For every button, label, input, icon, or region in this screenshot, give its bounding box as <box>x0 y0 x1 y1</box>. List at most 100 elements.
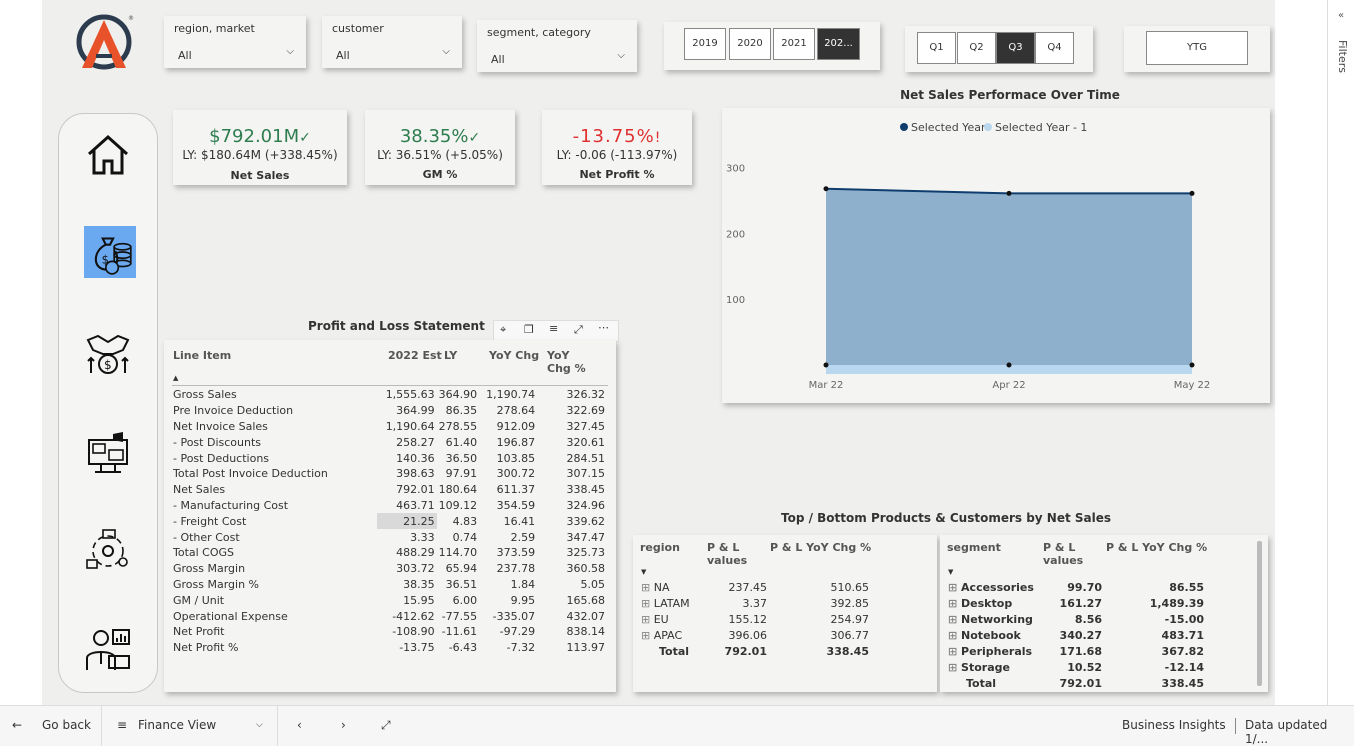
table-row[interactable]: Gross Sales 1,555.63 364.90 1,190.74 326.32 <box>171 387 607 403</box>
more-options-icon[interactable]: ⋯ <box>598 321 609 334</box>
expand-icon[interactable]: ⊞ <box>641 612 654 626</box>
page-selector[interactable]: Finance View <box>138 718 217 732</box>
expand-icon[interactable]: ⊞ <box>641 628 654 642</box>
next-page-icon[interactable]: › <box>341 718 346 732</box>
table-row[interactable]: - Post Discounts 258.27 61.40 196.87 320.61 <box>171 434 607 450</box>
year-button-2019[interactable]: 2019 <box>684 28 726 60</box>
quarter-button-q4[interactable]: Q4 <box>1035 32 1074 64</box>
slicer-customer[interactable]: customer All ⌵ <box>322 16 462 68</box>
kpi-card-net-profit-percent: -13.75%! LY: -0.06 (-113.97%) Net Profit… <box>542 110 692 185</box>
previous-page-icon[interactable]: ‹ <box>297 718 302 732</box>
expand-icon[interactable]: ⊞ <box>948 644 962 658</box>
filters-pane[interactable] <box>1327 0 1354 705</box>
value-cell: 36.51 <box>445 577 478 591</box>
column-header[interactable]: region <box>640 541 680 554</box>
table-row[interactable]: Net Sales 792.01 180.64 611.37 338.45 <box>171 482 607 498</box>
finance-nav-active[interactable]: $ <box>84 226 136 278</box>
column-header[interactable]: Line Item <box>173 349 232 362</box>
marketing-screen-icon[interactable] <box>83 428 133 478</box>
year-button-2022[interactable]: 202... <box>817 28 860 60</box>
ytg-button[interactable]: YTG <box>1146 31 1248 65</box>
home-icon[interactable] <box>83 130 133 180</box>
column-header[interactable]: LY <box>444 349 458 362</box>
filters-label[interactable]: Filters <box>1336 40 1349 73</box>
table-row[interactable]: Net Invoice Sales 1,190.64 278.55 912.09 327… <box>171 419 607 435</box>
sort-up-icon[interactable]: ▲ <box>173 374 179 382</box>
table-row[interactable]: Total Post Invoice Deduction 398.63 97.91 3… <box>171 466 607 482</box>
quarter-button-q1[interactable]: Q1 <box>917 32 956 64</box>
line-item-cell: Gross Margin <box>173 562 246 576</box>
column-header[interactable]: P & L YoY Chg % <box>770 541 872 554</box>
table-row[interactable]: ⊞ Accessories 99.70 86.55 <box>946 579 1206 595</box>
fit-to-page-icon[interactable]: ⤢ <box>381 718 391 732</box>
pin-icon[interactable]: ⌖ <box>500 323 507 336</box>
slicer-segment-category[interactable]: segment, category All ⌵ <box>477 20 637 72</box>
column-header[interactable]: YoY Chg % <box>547 349 586 375</box>
table-row[interactable]: Total COGS 488.29 114.70 373.59 325.73 <box>171 545 607 561</box>
value-cell: 398.63 <box>396 467 435 481</box>
column-header[interactable]: YoY Chg <box>489 349 540 362</box>
table-row[interactable]: ⊞ Storage 10.52 -12.14 <box>946 659 1206 675</box>
table-row[interactable]: - Freight Cost 21.25 4.83 16.41 339.62 <box>171 513 607 530</box>
executive-icon[interactable] <box>83 624 133 674</box>
table-row[interactable]: ⊞ APAC 396.06 306.77 <box>639 627 871 643</box>
expand-icon[interactable]: ⊞ <box>948 596 962 610</box>
sort-down-icon[interactable]: ▼ <box>641 568 647 576</box>
table-row[interactable]: GM / Unit 15.95 6.00 9.95 165.68 <box>171 592 607 608</box>
year-button-2020[interactable]: 2020 <box>729 28 771 60</box>
quarter-button-q2[interactable]: Q2 <box>957 32 996 64</box>
column-header[interactable]: P & L YoY Chg % <box>1106 541 1208 554</box>
table-row[interactable]: ⊞ NA 237.45 510.65 <box>639 579 871 595</box>
table-row[interactable]: ⊞ EU 155.12 254.97 <box>639 611 871 627</box>
chevron-down-icon[interactable]: ⌵ <box>256 720 263 730</box>
expand-icon[interactable]: ⊞ <box>948 580 962 594</box>
table-row[interactable]: - Manufacturing Cost 463.71 109.12 354.59 32… <box>171 498 607 514</box>
focus-mode-icon[interactable]: ⤢ <box>574 323 583 336</box>
expand-icon[interactable]: ⊞ <box>641 596 654 610</box>
value-cell: 396.06 <box>728 628 768 642</box>
y-tick-label: 300 <box>726 164 745 175</box>
value-cell: 303.72 <box>396 562 435 576</box>
chevron-down-icon[interactable]: ⌵ <box>442 46 450 57</box>
table-row[interactable]: ⊞ Peripherals 171.68 367.82 <box>946 643 1206 659</box>
collapse-chevron-icon[interactable]: « <box>1338 10 1345 21</box>
column-header[interactable]: P & L values <box>707 541 748 567</box>
table-row[interactable]: - Post Deductions 140.36 36.50 103.85 284.51 <box>171 450 607 466</box>
slicer-region-market[interactable]: region, market All ⌵ <box>164 16 306 68</box>
table-row[interactable]: Gross Margin 303.72 65.94 237.78 360.58 <box>171 561 607 577</box>
value-cell: 300.72 <box>496 467 536 481</box>
expand-icon[interactable]: ⊞ <box>948 612 962 626</box>
expand-icon[interactable]: ⊞ <box>948 628 962 642</box>
expand-icon[interactable]: ⊞ <box>641 580 654 594</box>
filter-icon[interactable]: ≡ <box>549 322 559 335</box>
supply-chain-icon[interactable] <box>83 526 133 576</box>
copy-icon[interactable]: ❐ <box>524 323 534 336</box>
line-item-cell: Net Profit <box>173 625 225 639</box>
chevron-down-icon[interactable]: ⌵ <box>286 46 294 57</box>
table-row[interactable]: Pre Invoice Deduction 364.99 86.35 278.64 32… <box>171 403 607 419</box>
table-row[interactable]: Gross Margin % 38.35 36.51 1.84 5.05 <box>171 577 607 593</box>
handshake-money-icon[interactable]: $ <box>83 328 133 378</box>
column-header[interactable]: 2022 Est <box>388 349 442 362</box>
column-header[interactable]: segment <box>947 541 1001 554</box>
quarter-button-q3[interactable]: Q3 <box>996 32 1035 64</box>
chevron-down-icon[interactable]: ⌵ <box>617 50 625 61</box>
pl-rows: Gross Sales 1,555.63 364.90 1,190.74 326.32 P… <box>171 387 607 656</box>
net-sales-chart[interactable]: Selected Year Selected Year - 1 100 200 300 M… <box>722 108 1270 403</box>
table-row[interactable]: Net Profit -108.90 -11.61 -97.29 838.14 <box>171 624 607 640</box>
column-header[interactable]: P & L values <box>1043 541 1084 567</box>
table-row[interactable]: - Other Cost 3.33 0.74 2.59 347.47 <box>171 529 607 545</box>
back-arrow-icon[interactable]: ← <box>12 718 23 732</box>
table-row[interactable]: Operational Expense -412.62 -77.55 -335.07 4… <box>171 608 607 624</box>
table-row[interactable]: Net Profit % -13.75 -6.43 -7.32 113.97 <box>171 640 607 656</box>
table-row[interactable]: ⊞ Desktop 161.27 1,489.39 <box>946 595 1206 611</box>
expand-icon[interactable]: ⊞ <box>948 660 962 674</box>
name-label: Desktop <box>961 596 1013 610</box>
table-row[interactable]: ⊞ Notebook 340.27 483.71 <box>946 627 1206 643</box>
sort-down-icon[interactable]: ▼ <box>948 568 954 576</box>
go-back-button[interactable]: Go back <box>42 718 91 732</box>
table-row[interactable]: ⊞ LATAM 3.37 392.85 <box>639 595 871 611</box>
scrollbar[interactable] <box>1257 541 1262 686</box>
year-button-2021[interactable]: 2021 <box>773 28 815 60</box>
table-row[interactable]: ⊞ Networking 8.56 -15.00 <box>946 611 1206 627</box>
